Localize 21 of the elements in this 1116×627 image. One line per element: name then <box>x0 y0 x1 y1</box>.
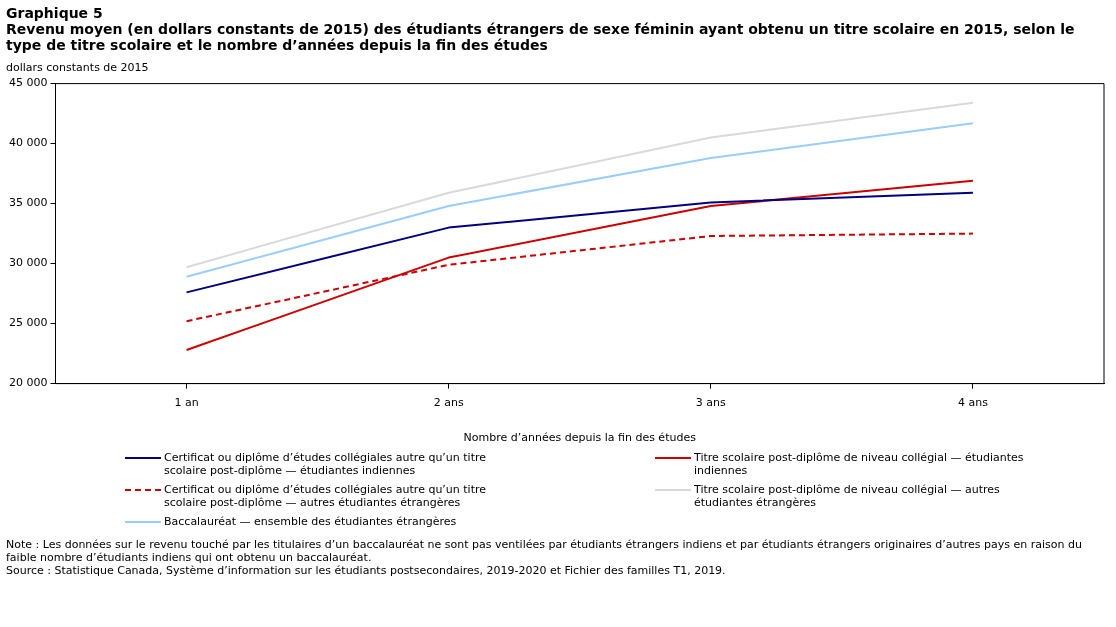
y-axis-title: dollars constants de 2015 <box>5 60 150 74</box>
x-tick-label: 4 ans <box>957 396 989 410</box>
x-tick-label: 3 ans <box>695 396 727 410</box>
y-tick-label: 35 000 <box>8 196 48 210</box>
chart-subtitle: Revenu moyen (en dollars constants de 2015) des étudiants étrangers de sexe féminin ayant obtenu un titre scolaire en 2015, selon le type de titre scolaire et le nombre d’années depuis la fin des études <box>6 21 1076 53</box>
y-tick-label: 25 000 <box>8 316 48 330</box>
legend-label: Certificat ou diplôme d’études collégiales autre qu’un titre scolaire post-diplôme — autres étudiantes étrangères <box>164 483 488 509</box>
x-tick-label: 1 an <box>174 396 199 410</box>
legend-label: Titre scolaire post-diplôme de niveau collégial — étudiantes indiennes <box>694 451 1024 477</box>
y-tick-label: 45 000 <box>8 76 48 90</box>
chart-title: Graphique 5 <box>6 5 104 21</box>
y-tick-label: 30 000 <box>8 256 48 270</box>
legend-label: Baccalauréat — ensemble des étudiantes étrangères <box>164 515 458 528</box>
legend-label: Certificat ou diplôme d’études collégiales autre qu’un titre scolaire post-diplôme — étudiantes indiennes <box>164 451 488 477</box>
legend-label: Titre scolaire post-diplôme de niveau collégial — autres étudiantes étrangères <box>694 483 1001 509</box>
y-tick-label: 40 000 <box>8 136 48 150</box>
text: Note : Les données sur le revenu touché par les titulaires d’un baccalauréat ne sont pas ventilées par étudiants étrangers indiens et par étudiants étrangers originaires d’autres pays en raison du faible nombre d’étudiants indiens qui ont obtenu un baccalauréat. <box>6 538 1083 564</box>
x-tick-label: 2 ans <box>433 396 464 410</box>
y-tick-label: 20 000 <box>8 376 48 390</box>
x-axis-title: Nombre d’années depuis la fin des études <box>463 431 697 445</box>
source-note: Source : Statistique Canada, Système d’information sur les étudiants postsecondaires, 2019-2020 et Fichier des familles T1, 2019. <box>6 564 727 577</box>
